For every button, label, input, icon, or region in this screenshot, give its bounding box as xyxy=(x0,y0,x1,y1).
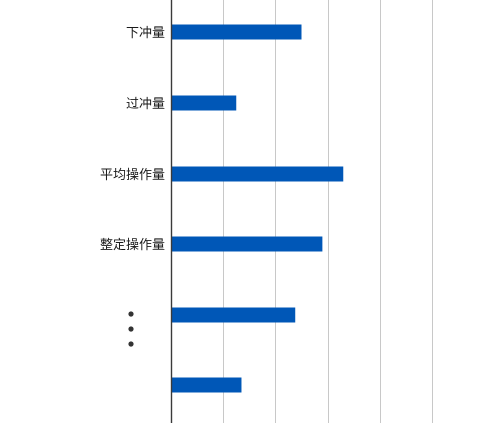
bar xyxy=(171,377,242,393)
bar xyxy=(171,236,323,252)
ellipsis-dot xyxy=(128,326,134,332)
category-label: 过冲量 xyxy=(126,97,165,112)
bar xyxy=(171,95,237,111)
ellipsis-dot xyxy=(128,311,134,317)
bar xyxy=(171,307,296,323)
bars xyxy=(171,24,344,393)
category-label: 平均操作量 xyxy=(100,167,165,183)
grid-lines xyxy=(223,0,433,423)
bar xyxy=(171,24,302,40)
ellipsis-marker xyxy=(128,311,134,347)
bar xyxy=(171,166,344,182)
category-label: 下冲量 xyxy=(126,26,165,41)
ellipsis-dot xyxy=(128,341,134,347)
category-label: 整定操作量 xyxy=(100,237,165,253)
